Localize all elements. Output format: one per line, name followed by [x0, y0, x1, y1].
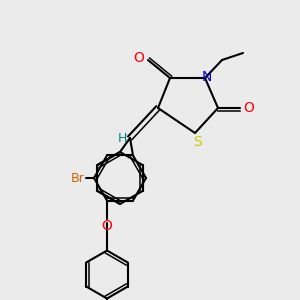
Text: S: S	[194, 135, 202, 149]
Text: O: O	[134, 51, 144, 65]
Text: O: O	[102, 218, 112, 233]
Text: O: O	[244, 101, 254, 115]
Text: N: N	[202, 70, 212, 84]
Text: Br: Br	[71, 172, 85, 184]
Text: H: H	[117, 131, 127, 145]
